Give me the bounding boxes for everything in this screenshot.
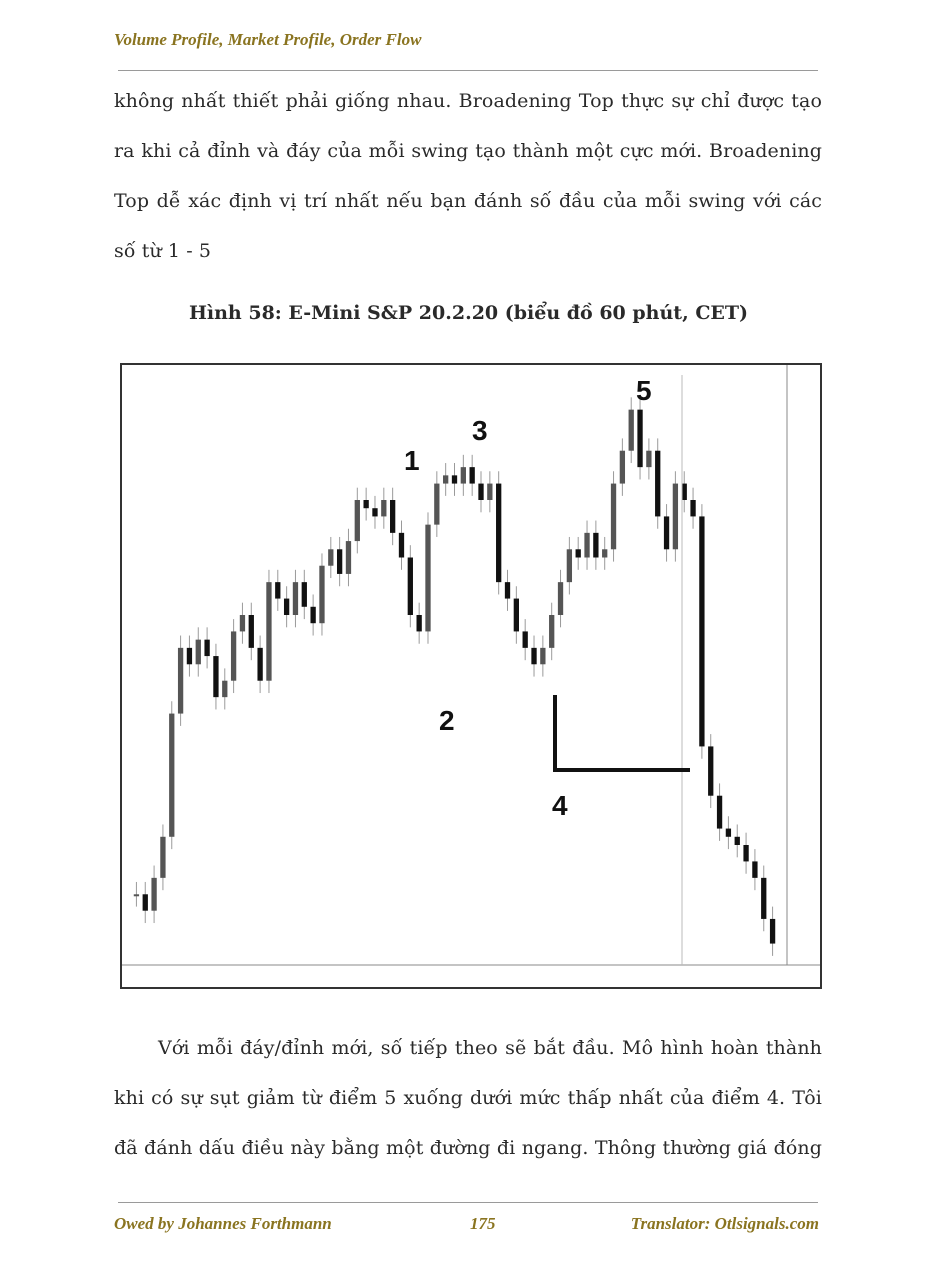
candle-body — [407, 557, 413, 615]
candle-body — [575, 549, 581, 558]
paragraph-line: ra khi cả đỉnh và đáy của mỗi swing tạo … — [114, 140, 822, 162]
candle-body — [257, 647, 263, 681]
footer-rule — [118, 1202, 818, 1203]
candle-body — [743, 845, 749, 862]
candle-body — [169, 713, 175, 837]
page-number: 175 — [470, 1214, 496, 1233]
candle-body — [593, 532, 599, 558]
candle-body — [160, 836, 166, 878]
header-rule — [118, 70, 818, 71]
candle-body — [390, 500, 396, 533]
candle-body — [522, 631, 528, 648]
footer-translator: Translator: Otlsignals.com — [630, 1214, 819, 1233]
candle-body — [230, 631, 237, 681]
candle-body — [663, 516, 670, 550]
candle-body — [363, 500, 369, 509]
candle-body — [716, 795, 723, 829]
candle-body — [222, 680, 228, 698]
candle-body — [372, 508, 378, 517]
candle-body — [283, 598, 290, 615]
swing-label-1: 1 — [404, 445, 420, 476]
swing-label-5: 5 — [636, 375, 652, 406]
page-header: Volume Profile, Market Profile, Order Fl… — [114, 30, 422, 49]
candle-body — [248, 615, 254, 648]
paragraph-line: Top dễ xác định vị trí nhất nếu bạn đánh… — [114, 190, 822, 212]
footer-author: Owed by Johannes Forthmann — [114, 1214, 332, 1233]
candle-body — [637, 409, 643, 468]
candle-body — [142, 894, 148, 911]
candle-body — [451, 475, 458, 484]
chart-image: 1 2 3 4 5 — [120, 363, 822, 989]
candle-body — [619, 450, 626, 484]
candle-body — [195, 639, 201, 665]
candle-body — [584, 532, 590, 558]
candle-body — [133, 894, 140, 897]
candle-body — [416, 615, 422, 632]
candle-body — [699, 516, 705, 747]
candle-body — [628, 409, 634, 451]
candle-body — [761, 877, 767, 919]
paragraph-line: số từ 1 - 5 — [114, 240, 212, 262]
candle-body — [549, 615, 555, 648]
candle-body — [602, 549, 608, 558]
candle-body — [708, 746, 714, 796]
chart-svg: 1 2 3 4 5 — [122, 365, 820, 966]
candle-body — [213, 656, 219, 698]
candle-body — [336, 549, 343, 574]
candle-body — [531, 647, 537, 665]
candle-body — [177, 647, 184, 714]
candle-body — [381, 500, 387, 517]
paragraph-line: Với mỗi đáy/đỉnh mới, số tiếp theo sẽ bắ… — [158, 1037, 822, 1059]
candle-body — [328, 549, 334, 566]
candle-body — [496, 483, 502, 583]
candle-body — [292, 582, 299, 615]
paragraph-line: đã đánh dấu điều này bằng một đường đi n… — [114, 1137, 822, 1159]
paragraph-line: không nhất thiết phải giống nhau. Broade… — [114, 90, 822, 112]
candle-body — [672, 483, 679, 550]
candle-body — [566, 549, 573, 583]
candle-body — [151, 877, 157, 911]
candle-body — [610, 483, 617, 550]
candle-body — [469, 467, 475, 484]
candle-body — [487, 483, 493, 500]
swing-label-2: 2 — [439, 705, 455, 736]
candle-body — [345, 541, 352, 574]
candle-body — [266, 582, 272, 681]
candle-body — [769, 918, 776, 944]
candle-body — [646, 450, 652, 468]
figure-caption: Hình 58: E-Mini S&P 20.2.20 (biểu đồ 60 … — [188, 302, 749, 324]
candle-body — [655, 450, 661, 517]
candle-body — [540, 647, 546, 665]
candle-body — [478, 483, 484, 500]
candle-body — [725, 828, 732, 837]
candle-body — [690, 500, 696, 517]
candle-body — [681, 483, 687, 500]
candle-body — [319, 565, 325, 624]
candle-body — [734, 836, 740, 845]
candle-body — [504, 582, 511, 599]
paragraph-line: khi có sự sụt giảm từ điểm 5 xuống dưới … — [114, 1087, 822, 1109]
candle-body — [752, 861, 758, 878]
candle-body — [513, 598, 519, 632]
candle-body — [460, 467, 466, 484]
candle-body — [186, 647, 193, 665]
swing-label-3: 3 — [472, 415, 488, 446]
candle-body — [239, 615, 246, 632]
candle-body — [301, 582, 307, 607]
swing-label-4: 4 — [552, 790, 568, 821]
candle-body — [310, 606, 316, 624]
candle-body — [354, 500, 360, 542]
candle-body — [434, 483, 440, 525]
candle-body — [557, 582, 564, 615]
candle-body — [443, 475, 449, 484]
swing4-low-line — [553, 695, 690, 772]
candle-body — [398, 532, 405, 558]
candle-body — [204, 639, 210, 657]
candle-body — [275, 582, 281, 599]
candle-body — [425, 524, 431, 632]
